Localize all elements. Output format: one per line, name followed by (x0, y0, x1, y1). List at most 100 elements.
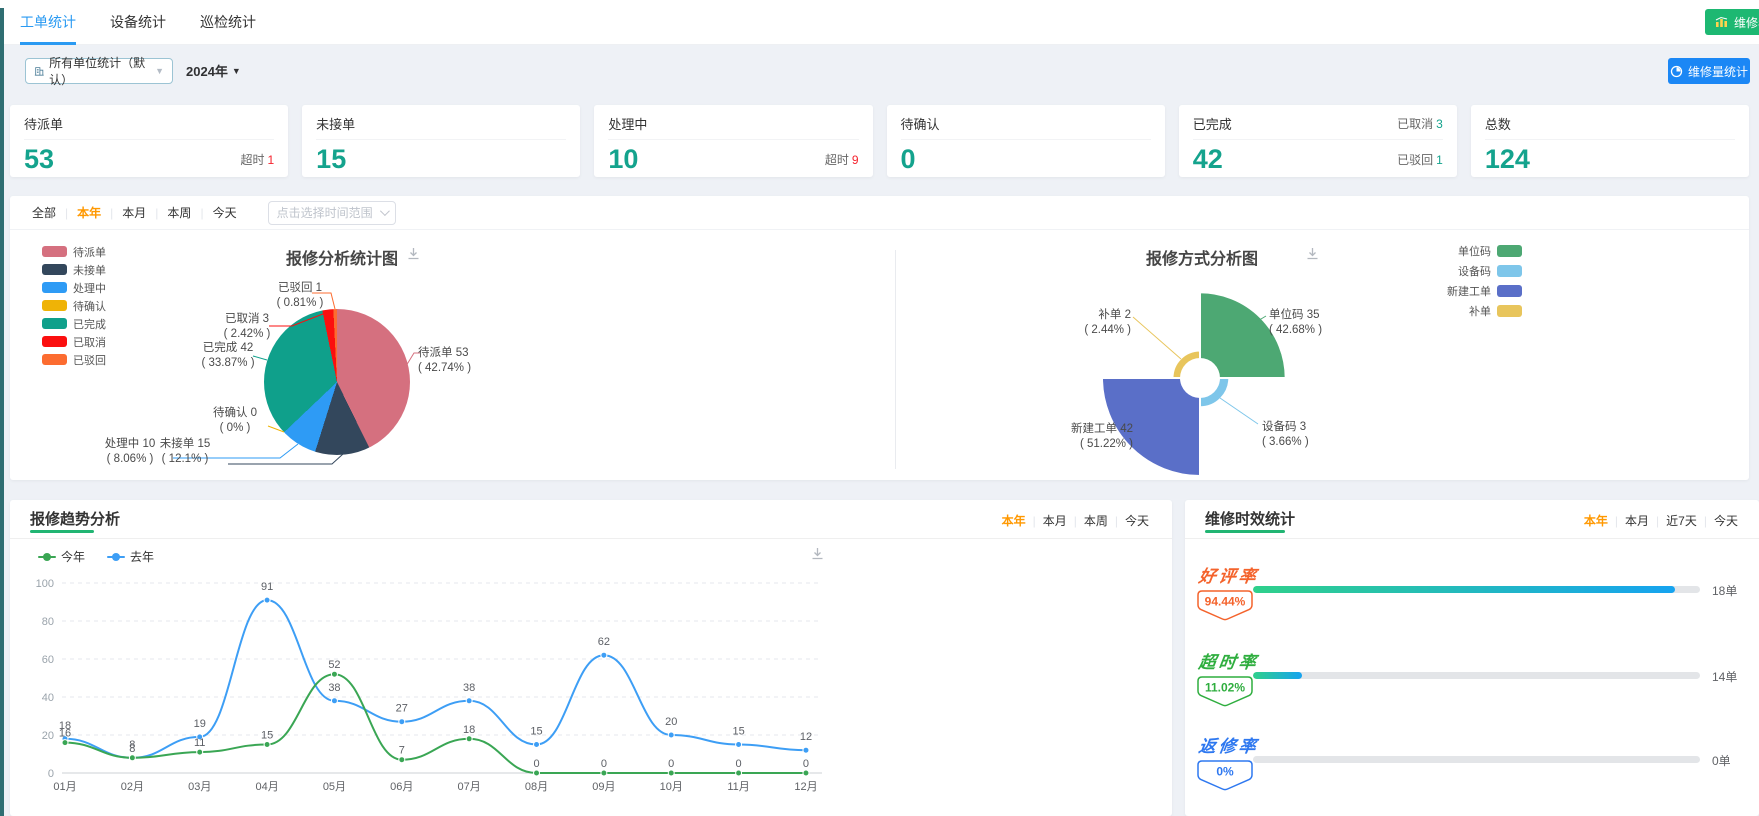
tab-equipment-stats[interactable]: 设备统计 (110, 14, 166, 30)
legend-item-this-year[interactable]: 今年 (38, 548, 85, 565)
card-title: 未接单 (316, 114, 567, 140)
unit-select[interactable]: 所有单位统计（默认） ▼ (25, 56, 173, 87)
tab-inspection-stats[interactable]: 巡检统计 (200, 14, 256, 30)
legend-item[interactable]: 已驳回 (42, 354, 106, 367)
svg-text:91: 91 (261, 581, 273, 593)
pie-charts-panel: 全部 | 本年 | 本月 | 本周 | 今天 点击选择时间范围 报修分析统计图 待派单 … (10, 196, 1749, 480)
callout-pending-dispatch: 待派单 53( 42.74% ) (418, 347, 472, 374)
card-value: 15 (316, 144, 347, 174)
legend-item[interactable]: 单位码 (1458, 245, 1522, 258)
trend-filter-this-month[interactable]: 本月 (1042, 514, 1067, 528)
filter-this-year[interactable]: 本年 (77, 206, 102, 220)
legend-item[interactable]: 未接单 (42, 264, 106, 277)
svg-text:07月: 07月 (458, 781, 481, 793)
gauge-label: 返修率 (1197, 737, 1261, 756)
svg-text:06月: 06月 (390, 781, 413, 793)
trend-filter-this-week[interactable]: 本周 (1083, 514, 1108, 528)
legend-item[interactable]: 设备码 (1458, 265, 1522, 278)
callout-completed: 已完成 42( 33.87% ) (201, 342, 255, 369)
filter-today[interactable]: 今天 (212, 206, 237, 220)
legend-swatch (42, 282, 67, 293)
repair-method-title: 报修方式分析图 (1146, 251, 1259, 268)
legend-item[interactable]: 已完成 (42, 318, 106, 331)
svg-text:0: 0 (601, 758, 607, 770)
repair-method-legend: 单位码 设备码 新建工单 补单 (1418, 245, 1522, 318)
year-select[interactable]: 2024年 ▼ (186, 61, 241, 80)
eff-filter-today[interactable]: 今天 (1713, 514, 1738, 528)
left-edge-strip (0, 8, 4, 816)
svg-text:10月: 10月 (660, 781, 683, 793)
stat-card-unaccepted: 未接单 15 (302, 105, 581, 177)
card-value: 53 (24, 144, 55, 174)
trend-legend: 今年 去年 (38, 548, 154, 565)
gauge-fill (1253, 672, 1303, 679)
stat-card-completed: 已完成 42 已取消 3 已驳回 1 (1178, 105, 1457, 177)
divider (1185, 538, 1759, 539)
stat-card-total: 总数 124 (1470, 105, 1750, 177)
top-tab-bar: 工单统计 设备统计 巡检统计 维修年报 (0, 0, 1759, 45)
callout-device-code: 设备码 3( 3.66% ) (1262, 421, 1309, 448)
svg-text:15: 15 (530, 726, 542, 738)
svg-text:38: 38 (328, 682, 340, 694)
tab-work-order-stats[interactable]: 工单统计 (20, 0, 76, 45)
repair-analysis-pie (264, 309, 410, 455)
svg-text:8: 8 (129, 743, 135, 755)
svg-text:16: 16 (59, 728, 71, 740)
svg-text:94.44%: 94.44% (1205, 595, 1246, 609)
svg-text:27: 27 (396, 703, 408, 715)
filter-this-week[interactable]: 本周 (167, 206, 192, 220)
download-icon[interactable] (406, 246, 421, 266)
svg-text:15: 15 (261, 730, 273, 742)
card-title: 已完成 (1192, 114, 1443, 140)
download-icon[interactable] (810, 546, 825, 566)
gauge-label: 超时率 (1197, 653, 1261, 672)
pie-body: 报修分析统计图 待派单 未接单 处理中 待确认 已完成 已取消 已驳回 (10, 230, 1749, 479)
card-value: 42 (1192, 144, 1223, 174)
filter-all[interactable]: 全部 (32, 206, 57, 220)
caret-down-icon: ▼ (231, 65, 241, 76)
legend-item[interactable]: 已取消 (42, 336, 106, 349)
legend-item[interactable]: 补单 (1469, 305, 1522, 318)
legend-item[interactable]: 新建工单 (1447, 285, 1522, 298)
svg-text:15: 15 (732, 726, 744, 738)
eff-filter-this-month[interactable]: 本月 (1625, 514, 1650, 528)
callout-cancelled: 已取消 3( 2.42% ) (223, 313, 271, 340)
annual-report-label: 维修年报 (1734, 15, 1759, 30)
svg-text:08月: 08月 (525, 781, 548, 793)
repair-trend-panel: 报修趋势分析 本年 | 本月 | 本周 | 今天 今年 去年 0 20 40 60 80 100… (10, 500, 1172, 816)
pie-clock-icon (1670, 65, 1683, 77)
filter-this-month[interactable]: 本月 (122, 206, 147, 220)
annual-report-button[interactable]: 维修年报 (1705, 9, 1759, 35)
callout-processing: 处理中 10( 8.06% ) (104, 438, 156, 465)
callout-supplement-order: 补单 2( 2.44% ) (1084, 309, 1131, 336)
title-underline (1205, 530, 1285, 533)
eff-filter-this-year[interactable]: 本年 (1583, 514, 1608, 528)
card-extra-cancelled: 已取消 3 (1397, 117, 1443, 131)
stat-cards-row: 待派单 53 超时 1 未接单 15 处理中 10 超时 9 待确认 0 已完成 4… (10, 105, 1750, 177)
maintenance-volume-button[interactable]: 维修量统计 (1668, 58, 1750, 84)
svg-text:0: 0 (533, 758, 539, 770)
legend-swatch (42, 246, 67, 257)
card-title: 待派单 (24, 114, 275, 140)
svg-text:0: 0 (736, 758, 742, 770)
eff-filter-last-7-days[interactable]: 近7天 (1666, 514, 1697, 528)
trend-filter-today[interactable]: 今天 (1124, 514, 1149, 528)
svg-text:100: 100 (36, 578, 54, 590)
gauge-badge: 94.44% (1197, 590, 1253, 627)
card-title: 待确认 (900, 114, 1151, 140)
chevron-down-icon (379, 206, 390, 217)
repair-analysis-title: 报修分析统计图 (286, 251, 399, 268)
bar-chart-icon (1715, 16, 1728, 27)
legend-item[interactable]: 待派单 (42, 246, 106, 259)
time-range-select[interactable]: 点击选择时间范围 (267, 200, 396, 225)
gauge-label: 好评率 (1197, 567, 1261, 586)
trend-filter-this-year[interactable]: 本年 (1001, 514, 1026, 528)
legend-item[interactable]: 处理中 (42, 282, 106, 295)
download-icon[interactable] (1305, 246, 1320, 266)
legend-item-last-year[interactable]: 去年 (107, 548, 154, 565)
legend-item[interactable]: 待确认 (42, 300, 106, 313)
tab-group: 工单统计 设备统计 巡检统计 (20, 0, 256, 45)
svg-text:20: 20 (665, 716, 677, 728)
